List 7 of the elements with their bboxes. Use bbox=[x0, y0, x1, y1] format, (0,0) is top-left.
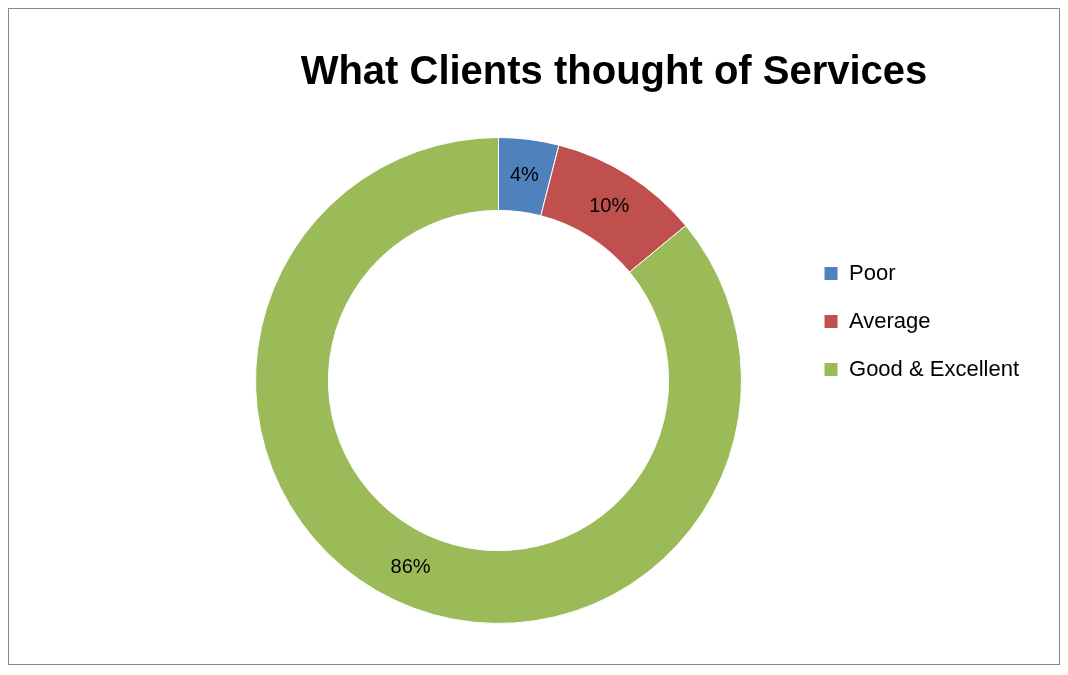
data-label: 10% bbox=[589, 193, 630, 216]
chart-title: What Clients thought of Services bbox=[300, 48, 928, 93]
legend-label: Average bbox=[849, 307, 931, 333]
legend-label: Poor bbox=[849, 259, 896, 285]
data-label: 86% bbox=[390, 554, 431, 577]
data-label: 4% bbox=[509, 163, 540, 186]
legend-label: Good & Excellent bbox=[849, 355, 1019, 381]
